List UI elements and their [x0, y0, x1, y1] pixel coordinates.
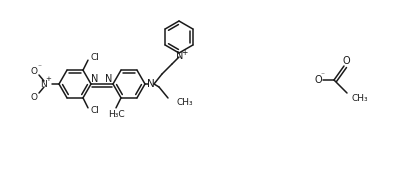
Text: N: N	[91, 73, 99, 83]
Text: O: O	[342, 56, 349, 66]
Text: O: O	[30, 93, 37, 101]
Text: Cl: Cl	[90, 53, 99, 62]
Text: +: +	[180, 47, 187, 56]
Text: ⁻: ⁻	[37, 62, 41, 72]
Text: H₃C: H₃C	[108, 110, 124, 119]
Text: N: N	[105, 73, 112, 83]
Text: O: O	[30, 67, 37, 76]
Text: N: N	[40, 79, 47, 89]
Text: N: N	[147, 79, 155, 89]
Text: Cl: Cl	[90, 106, 99, 115]
Text: N: N	[176, 51, 183, 61]
Text: O: O	[313, 75, 321, 85]
Text: CH₃: CH₃	[177, 98, 193, 106]
Text: ⁻: ⁻	[319, 71, 323, 79]
Text: +: +	[45, 76, 51, 82]
Text: CH₃: CH₃	[351, 94, 368, 103]
